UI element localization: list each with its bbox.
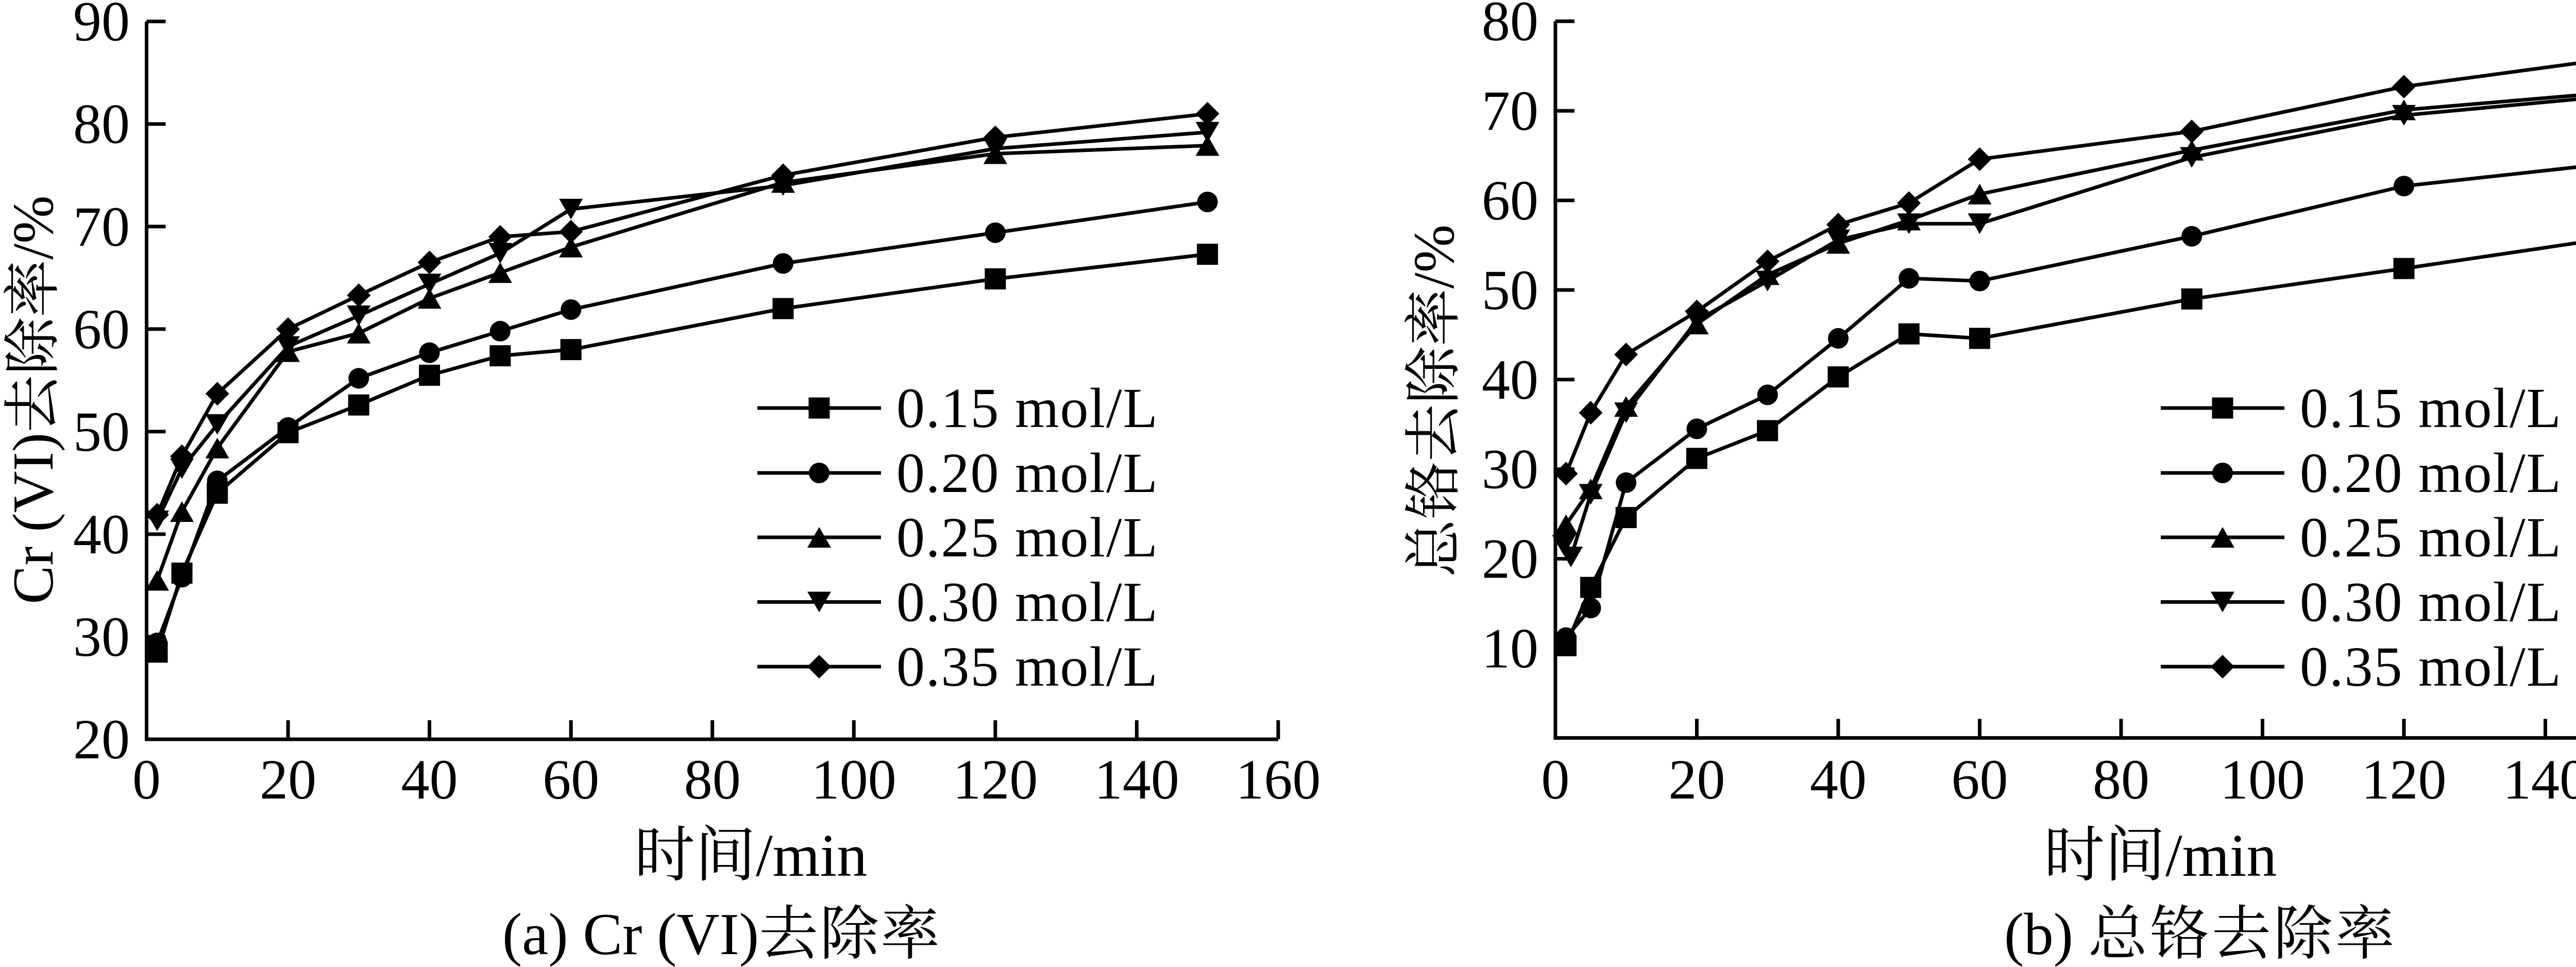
svg-text:60: 60 [1482, 169, 1538, 232]
svg-text:80: 80 [73, 93, 130, 156]
svg-text:0.30 mol/L: 0.30 mol/L [2300, 571, 2562, 634]
svg-text:60: 60 [1952, 748, 2008, 811]
svg-text:60: 60 [73, 298, 130, 361]
svg-text:20: 20 [260, 748, 316, 811]
svg-text:0.30 mol/L: 0.30 mol/L [896, 571, 1159, 634]
svg-text:140: 140 [2503, 748, 2576, 811]
svg-text:40: 40 [73, 503, 130, 566]
svg-text:0.15 mol/L: 0.15 mol/L [896, 377, 1159, 439]
svg-text:Cr (VI): Cr (VI) [2, 433, 65, 604]
svg-text:30: 30 [73, 605, 130, 668]
svg-text:/%: /% [2, 195, 65, 259]
svg-text:160: 160 [1236, 748, 1321, 811]
svg-text:20: 20 [73, 708, 130, 771]
svg-text:0: 0 [132, 748, 161, 811]
svg-text:20: 20 [1669, 748, 1725, 811]
svg-text:70: 70 [73, 195, 130, 258]
svg-text:60: 60 [543, 748, 599, 811]
svg-text:70: 70 [1482, 79, 1538, 142]
svg-text:40: 40 [1810, 748, 1867, 811]
svg-text:40: 40 [401, 748, 458, 811]
svg-text:140: 140 [1094, 748, 1179, 811]
svg-text:0.25 mol/L: 0.25 mol/L [896, 506, 1159, 569]
svg-text:0.15 mol/L: 0.15 mol/L [2300, 377, 2562, 439]
svg-text:0.25 mol/L: 0.25 mol/L [2300, 506, 2562, 569]
svg-text:90: 90 [73, 0, 130, 53]
svg-text:30: 30 [1482, 438, 1538, 501]
svg-text:100: 100 [811, 748, 896, 811]
svg-text:0.20 mol/L: 0.20 mol/L [2300, 442, 2562, 504]
svg-text:80: 80 [684, 748, 741, 811]
svg-text:100: 100 [2220, 748, 2305, 811]
svg-text:/%: /% [1402, 225, 1466, 289]
svg-text:/min: /min [2165, 822, 2277, 889]
svg-text:0: 0 [1541, 748, 1570, 811]
svg-text:80: 80 [2093, 748, 2149, 811]
svg-text:0.20 mol/L: 0.20 mol/L [896, 442, 1159, 504]
svg-text:120: 120 [953, 748, 1038, 811]
svg-text:120: 120 [2362, 748, 2447, 811]
svg-text:40: 40 [1482, 348, 1538, 411]
svg-text:0.35 mol/L: 0.35 mol/L [896, 635, 1159, 698]
svg-text:0.35 mol/L: 0.35 mol/L [2300, 635, 2562, 698]
svg-text:(a) Cr (VI): (a) Cr (VI) [502, 902, 759, 967]
svg-text:50: 50 [1482, 259, 1538, 321]
svg-text:20: 20 [1482, 528, 1538, 590]
svg-text:10: 10 [1482, 617, 1538, 680]
svg-text:50: 50 [73, 400, 130, 463]
svg-text:80: 80 [1482, 0, 1538, 53]
svg-text:/min: /min [756, 822, 867, 889]
svg-text:(b): (b) [2004, 902, 2073, 967]
